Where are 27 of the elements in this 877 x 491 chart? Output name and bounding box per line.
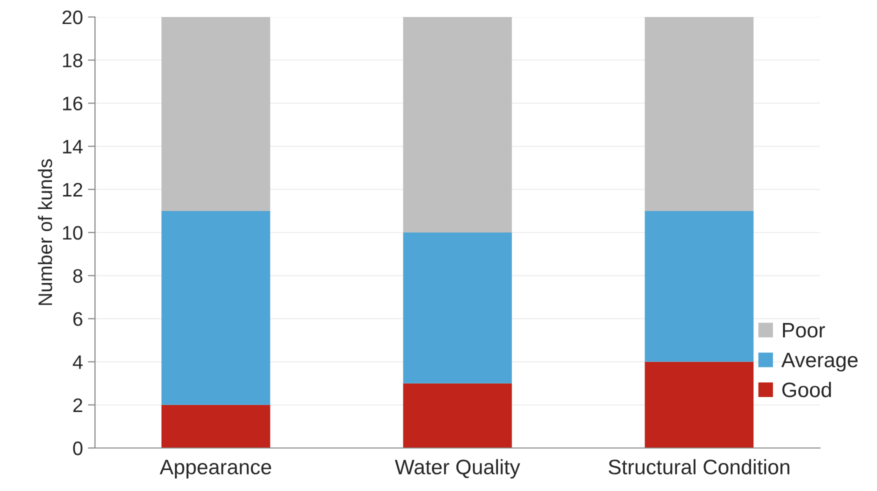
x-tick-label: Water Quality [394,459,520,479]
y-tick-label: 6 [73,312,82,326]
y-tick-label: 2 [73,398,82,412]
bar [161,404,270,448]
bar [161,17,270,211]
y-tick-label: 20 [62,10,82,24]
legend-label: Average [781,352,858,372]
x-tick-label: Structural Condition [608,459,790,474]
x-tick-label: Appearance [160,460,272,479]
y-tick-label: 16 [63,96,82,110]
bar [403,232,512,384]
legend-label: Poor [783,323,825,338]
bar [403,17,512,232]
y-tick-label: 8 [73,269,82,283]
y-tick-label: 4 [72,355,83,369]
bar [644,210,754,362]
legend-label: Good [782,382,831,398]
y-axis-title: Number of kunds [38,159,52,305]
bar [644,17,754,211]
bar [161,210,270,405]
y-tick-label: 10 [63,226,82,240]
y-tick-label: 12 [63,182,82,196]
bar [403,383,512,448]
y-tick-label: 0 [73,441,82,456]
y-tick-label: 14 [63,140,83,154]
y-tick-label: 18 [63,54,82,68]
bar [644,362,754,448]
